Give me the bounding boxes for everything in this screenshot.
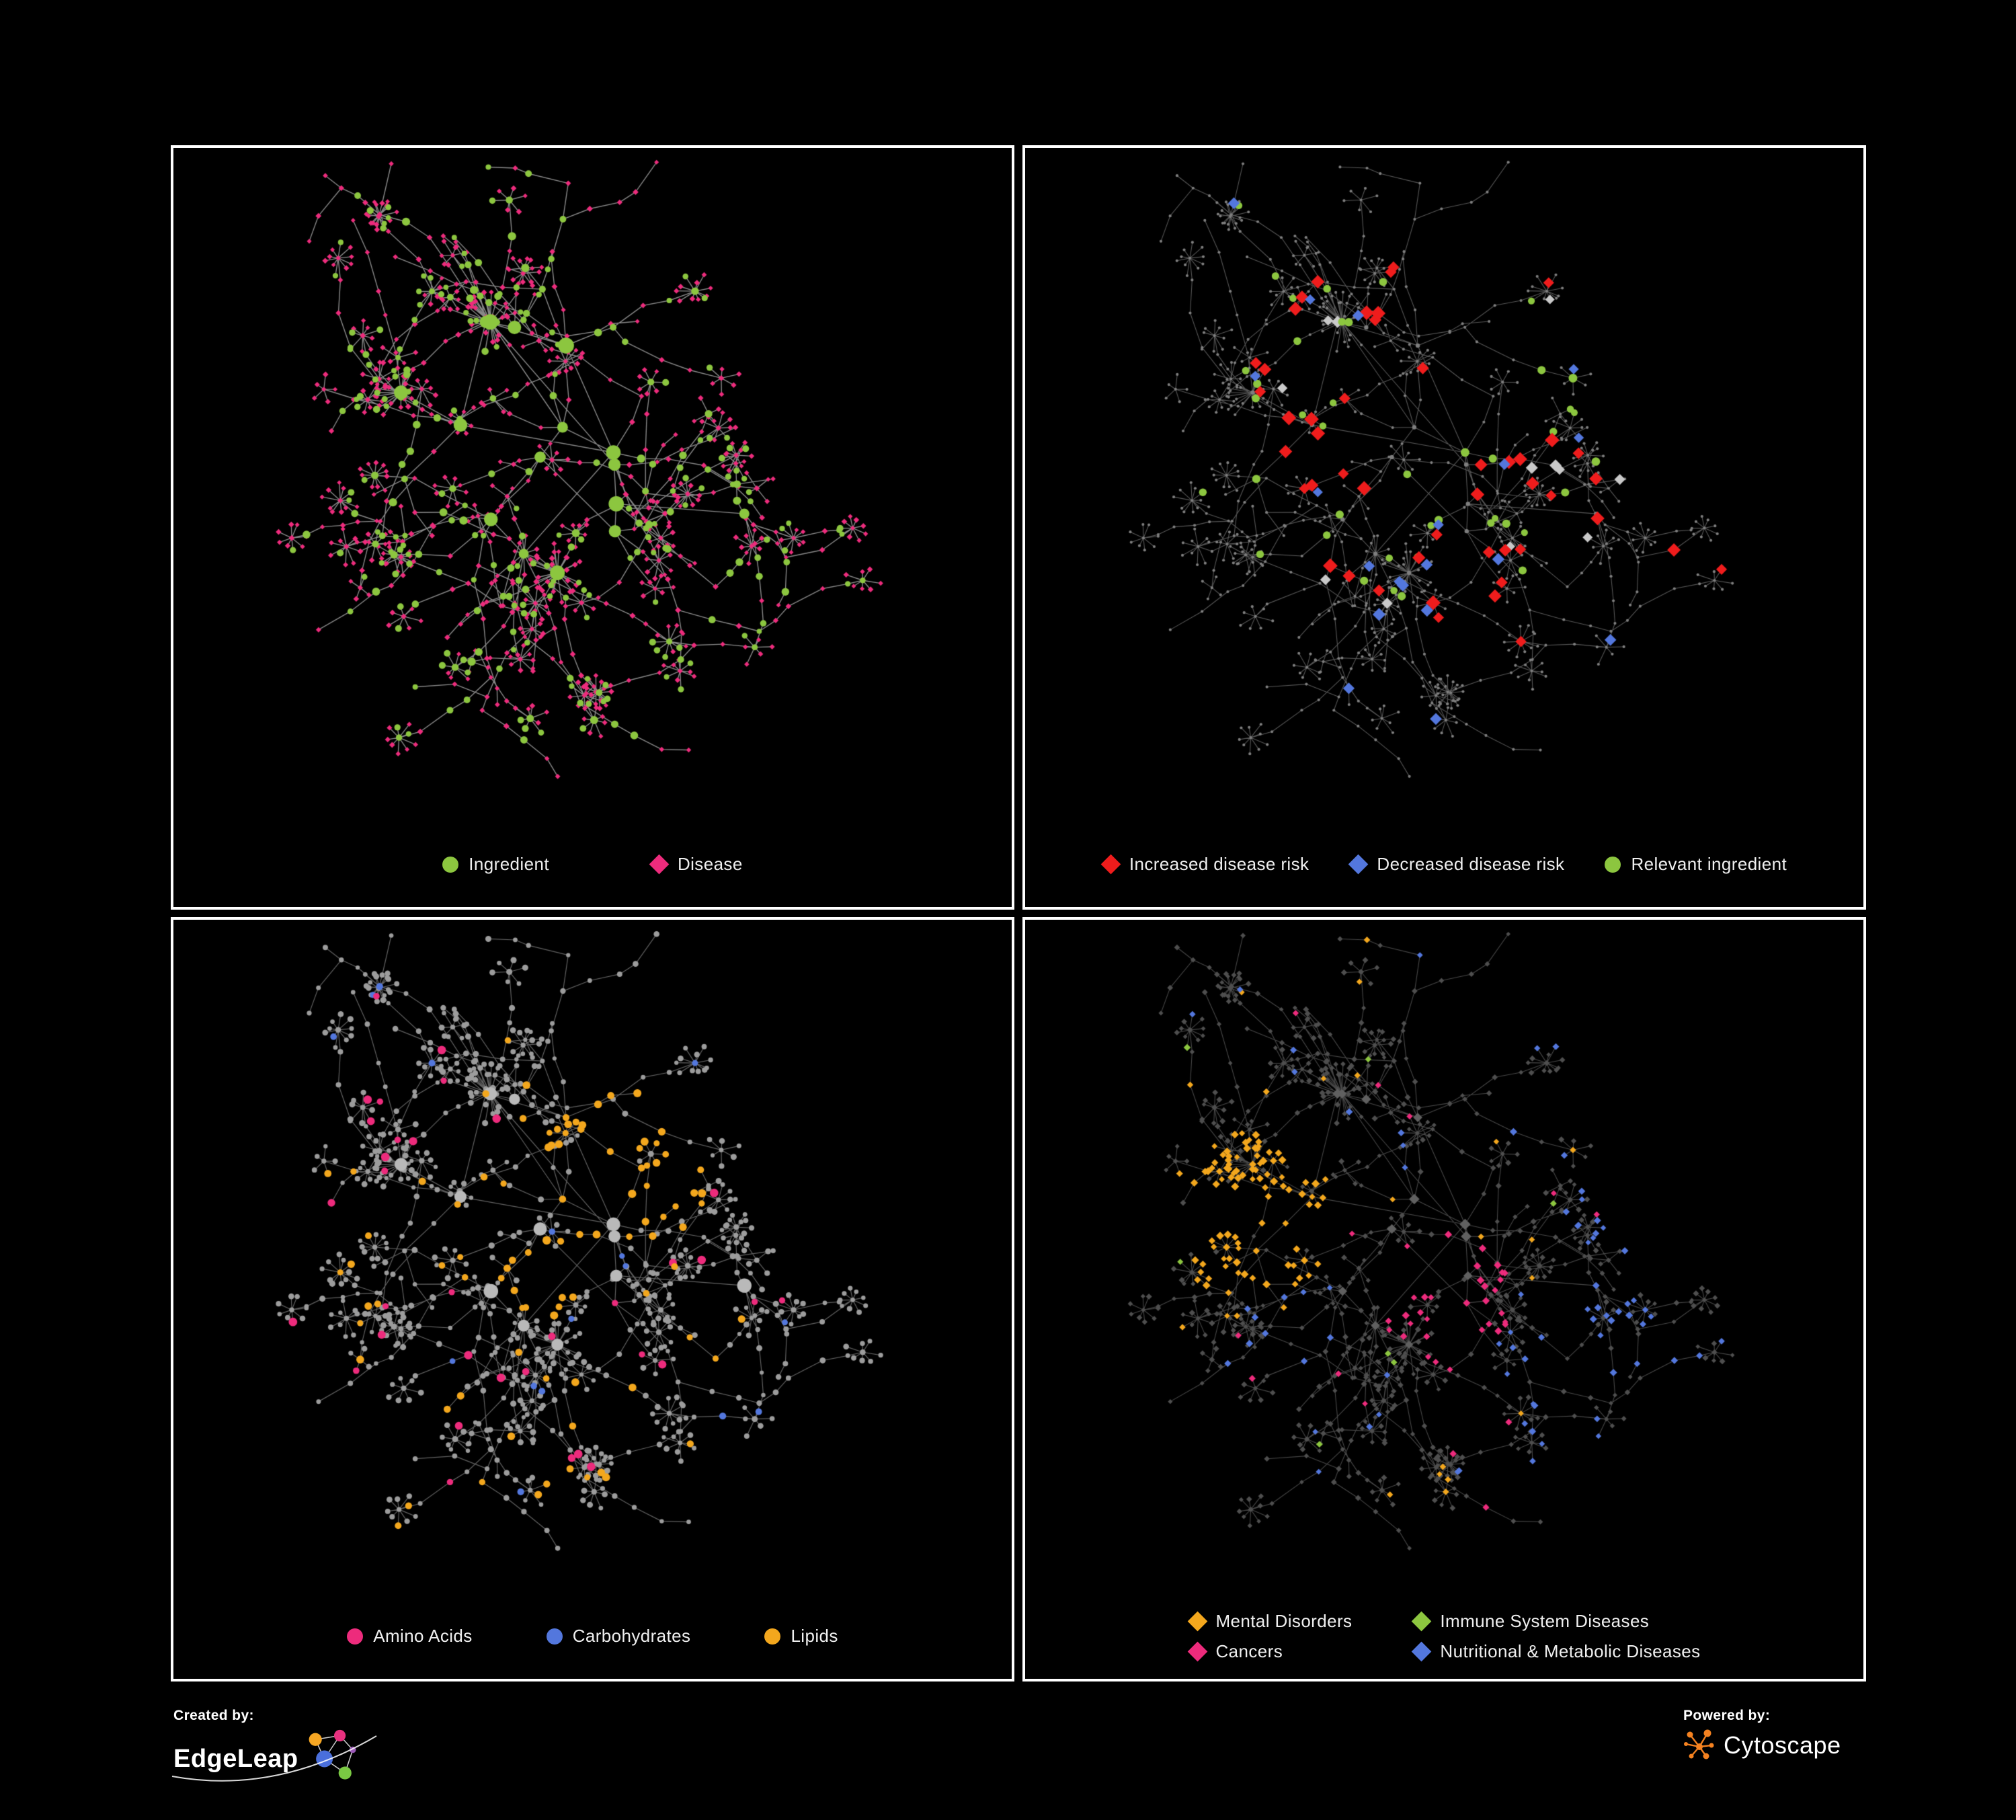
legend-item-decreased-risk: Decreased disease risk (1348, 854, 1565, 875)
legend-item-lipids: Lipids (764, 1626, 838, 1647)
legend-item-relevant-ingredient: Relevant ingredient (1605, 854, 1787, 875)
cytoscape-network-icon (1684, 1729, 1714, 1759)
legend-item-mental-disorders: Mental Disorders (1187, 1610, 1353, 1632)
legend-item-nutritional-metabolic: Nutritional & Metabolic Diseases (1412, 1641, 1700, 1662)
panel-macronutrients: Amino Acids Carbohydrates Lipids (171, 917, 1014, 1681)
ingredient-disease-network-canvas (173, 148, 1012, 822)
legend-item-disease: Disease (649, 854, 743, 875)
legend-label: Disease (677, 854, 743, 874)
cytoscape-logo: Cytoscape (1683, 1729, 1841, 1762)
carbohydrates-legend-icon (546, 1628, 563, 1645)
ingredient-disease-legend: Ingredient Disease (173, 822, 1012, 907)
mental-disorders-legend-icon (1187, 1611, 1207, 1631)
macronutrients-legend: Amino Acids Carbohydrates Lipids (173, 1593, 1012, 1679)
legend-label: Cancers (1215, 1640, 1283, 1661)
legend-item-increased-risk: Increased disease risk (1100, 854, 1309, 875)
cancers-legend-icon (1187, 1641, 1207, 1661)
edgeleap-wordmark: EdgeLeap (173, 1744, 298, 1773)
panel-disease-classes: Mental Disorders Immune System Diseases … (1022, 917, 1866, 1681)
panel-disease-risk: Increased disease risk Decreased disease… (1022, 145, 1866, 910)
cytoscape-wordmark: Cytoscape (1724, 1731, 1841, 1759)
increased-risk-legend-icon (1100, 854, 1121, 875)
disease-classes-legend: Mental Disorders Immune System Diseases … (1025, 1593, 1863, 1679)
legend-item-ingredient: Ingredient (442, 854, 549, 875)
disease-risk-network-canvas (1025, 148, 1863, 822)
macronutrients-network-canvas (173, 920, 1012, 1593)
edgeleap-molecule-icon (309, 1729, 356, 1780)
legend-label: Increased disease risk (1129, 854, 1309, 874)
relevant-ingredient-legend-icon (1605, 856, 1621, 873)
legend-item-amino-acids: Amino Acids (347, 1626, 472, 1647)
legend-label: Nutritional & Metabolic Diseases (1440, 1640, 1701, 1661)
created-by-label: Created by: (173, 1708, 254, 1723)
legend-label: Mental Disorders (1215, 1610, 1353, 1631)
ingredient-legend-icon (442, 856, 459, 873)
legend-label: Lipids (791, 1626, 838, 1646)
immune-diseases-legend-icon (1412, 1611, 1432, 1631)
amino-acids-legend-icon (347, 1628, 364, 1645)
legend-item-immune-diseases: Immune System Diseases (1412, 1611, 1700, 1632)
legend-label: Carbohydrates (572, 1626, 691, 1646)
disease-classes-network-canvas (1025, 920, 1863, 1593)
lipids-legend-icon (764, 1628, 781, 1645)
disease-risk-legend: Increased disease risk Decreased disease… (1025, 822, 1863, 907)
legend-label: Immune System Diseases (1440, 1610, 1650, 1631)
legend-label: Decreased disease risk (1377, 854, 1565, 874)
legend-label: Amino Acids (373, 1626, 473, 1646)
powered-by-label: Powered by: (1683, 1708, 1771, 1723)
panel-ingredient-disease: Ingredient Disease (171, 145, 1014, 910)
legend-item-carbohydrates: Carbohydrates (546, 1626, 691, 1647)
edgeleap-logo: EdgeLeap (171, 1728, 377, 1790)
created-by-block: Created by: EdgeLeap (171, 1708, 377, 1790)
legend-label: Relevant ingredient (1631, 854, 1787, 874)
legend-label: Ingredient (469, 854, 549, 874)
nutritional-metabolic-legend-icon (1412, 1641, 1432, 1661)
disease-legend-icon (649, 854, 670, 875)
decreased-risk-legend-icon (1348, 854, 1369, 875)
legend-item-cancers: Cancers (1187, 1640, 1353, 1662)
powered-by-block: Powered by: (1683, 1708, 1841, 1762)
